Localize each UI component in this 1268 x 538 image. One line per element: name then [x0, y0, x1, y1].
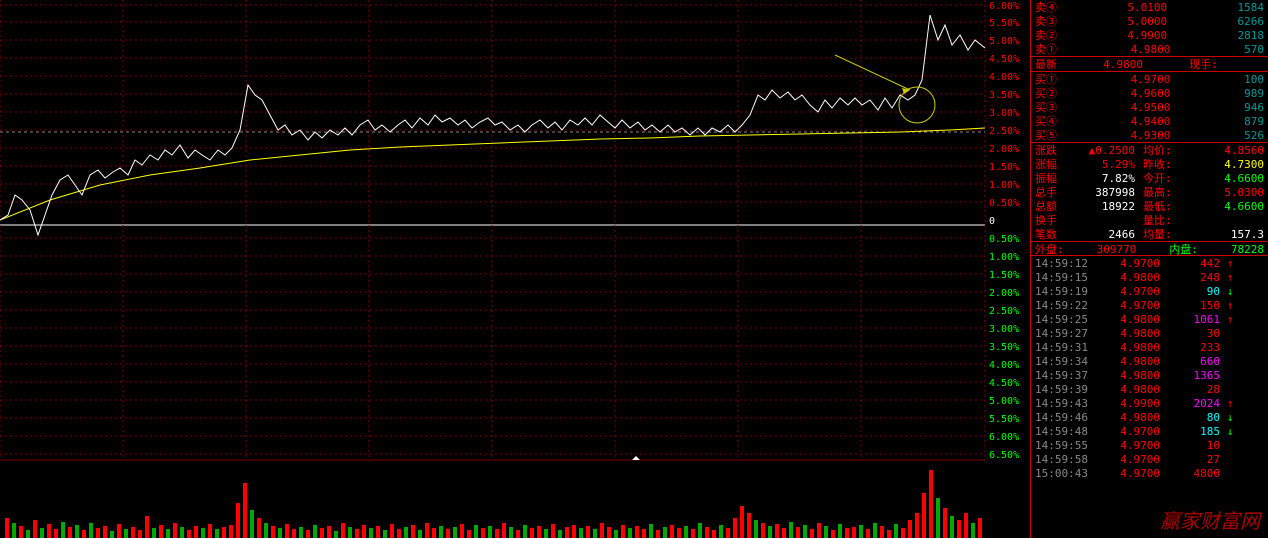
- trade-row: 14:59:254.98001061↑: [1031, 312, 1268, 326]
- svg-text:4.50%: 4.50%: [989, 378, 1019, 389]
- svg-text:5.00%: 5.00%: [989, 36, 1019, 47]
- bid-row: 买④4.9400879: [1031, 114, 1268, 128]
- outer-inner-row: 外盘: 309770 内盘: 78228: [1031, 241, 1268, 255]
- bid-row: 买⑤4.9300526: [1031, 128, 1268, 142]
- side-panel: 卖④5.01001584卖③5.00006266卖②4.99002818卖①4.…: [1030, 0, 1268, 538]
- bid-orders: 买①4.9700100买②4.9600989买③4.9500946买④4.940…: [1031, 72, 1268, 142]
- stat-row: 换手量比:: [1031, 213, 1268, 227]
- trade-row: 14:59:124.9700442↑: [1031, 256, 1268, 270]
- stat-row: 振幅7.82%今开:4.6600: [1031, 171, 1268, 185]
- trade-row: 14:59:484.9700185↓: [1031, 424, 1268, 438]
- svg-text:3.00%: 3.00%: [989, 108, 1019, 119]
- svg-text:6.00%: 6.00%: [989, 1, 1019, 12]
- trade-row: 14:59:274.980030: [1031, 326, 1268, 340]
- svg-text:3.50%: 3.50%: [989, 342, 1019, 353]
- svg-text:0.50%: 0.50%: [989, 234, 1019, 245]
- trade-list: 14:59:124.9700442↑14:59:154.9800248↑14:5…: [1031, 255, 1268, 538]
- ask-row: 卖②4.99002818: [1031, 28, 1268, 42]
- svg-text:4.00%: 4.00%: [989, 72, 1019, 83]
- current-label: 最新: [1035, 58, 1057, 70]
- bid-row: 买②4.9600989: [1031, 86, 1268, 100]
- trade-row: 14:59:344.9800660: [1031, 354, 1268, 368]
- hand-label: 现手:: [1189, 58, 1218, 70]
- watermark: 赢家财富网: [1160, 505, 1260, 534]
- ask-orders: 卖④5.01001584卖③5.00006266卖②4.99002818卖①4.…: [1031, 0, 1268, 56]
- stat-row: 总额18922最低:4.6600: [1031, 199, 1268, 213]
- stat-row: 总手387998最高:5.0300: [1031, 185, 1268, 199]
- trade-row: 14:59:394.980028: [1031, 382, 1268, 396]
- svg-text:2.00%: 2.00%: [989, 144, 1019, 155]
- svg-text:5.50%: 5.50%: [989, 18, 1019, 29]
- svg-text:1.00%: 1.00%: [989, 252, 1019, 263]
- trade-row: 14:59:554.970010: [1031, 438, 1268, 452]
- svg-text:6.00%: 6.00%: [989, 432, 1019, 443]
- svg-text:2.50%: 2.50%: [989, 126, 1019, 137]
- svg-text:2.00%: 2.00%: [989, 288, 1019, 299]
- bid-row: 买③4.9500946: [1031, 100, 1268, 114]
- bid-row: 买①4.9700100: [1031, 72, 1268, 86]
- current-price-box: 最新 4.9800 现手:: [1031, 56, 1268, 72]
- svg-text:5.50%: 5.50%: [989, 414, 1019, 425]
- stat-row: 笔数2466均量:157.3: [1031, 227, 1268, 241]
- svg-text:4.50%: 4.50%: [989, 54, 1019, 65]
- stat-row: 涨跌▲0.2500均价:4.8560: [1031, 143, 1268, 157]
- ask-row: 卖①4.9800570: [1031, 42, 1268, 56]
- svg-text:0.50%: 0.50%: [989, 198, 1019, 209]
- svg-text:6.50%: 6.50%: [989, 450, 1019, 461]
- trade-row: 15:00:434.97004800: [1031, 466, 1268, 480]
- svg-text:1.50%: 1.50%: [989, 270, 1019, 281]
- ask-row: 卖④5.01001584: [1031, 0, 1268, 14]
- current-price: 4.9800: [1103, 58, 1143, 70]
- svg-text:4.00%: 4.00%: [989, 360, 1019, 371]
- svg-text:1.00%: 1.00%: [989, 180, 1019, 191]
- trade-row: 14:59:154.9800248↑: [1031, 270, 1268, 284]
- trade-row: 14:59:374.98001365: [1031, 368, 1268, 382]
- svg-text:1.50%: 1.50%: [989, 162, 1019, 173]
- stat-row: 涨幅5.29%昨收:4.7300: [1031, 157, 1268, 171]
- trade-row: 14:59:194.970090↓: [1031, 284, 1268, 298]
- stats-box: 涨跌▲0.2500均价:4.8560涨幅5.29%昨收:4.7300振幅7.82…: [1031, 142, 1268, 241]
- svg-text:5.00%: 5.00%: [989, 396, 1019, 407]
- svg-text:0: 0: [989, 216, 995, 227]
- svg-text:2.50%: 2.50%: [989, 306, 1019, 317]
- svg-text:3.00%: 3.00%: [989, 324, 1019, 335]
- trade-row: 14:59:224.9700150↑: [1031, 298, 1268, 312]
- trade-row: 14:59:584.970027: [1031, 452, 1268, 466]
- trade-row: 14:59:464.980080↓: [1031, 410, 1268, 424]
- ask-row: 卖③5.00006266: [1031, 14, 1268, 28]
- svg-text:3.50%: 3.50%: [989, 90, 1019, 101]
- trade-row: 14:59:314.9800233: [1031, 340, 1268, 354]
- trade-row: 14:59:434.99002024↑: [1031, 396, 1268, 410]
- chart-area[interactable]: 6.00% 5.50% 5.00% 4.50% 4.00% 3.50% 3.00% 2.50%…: [0, 0, 1030, 538]
